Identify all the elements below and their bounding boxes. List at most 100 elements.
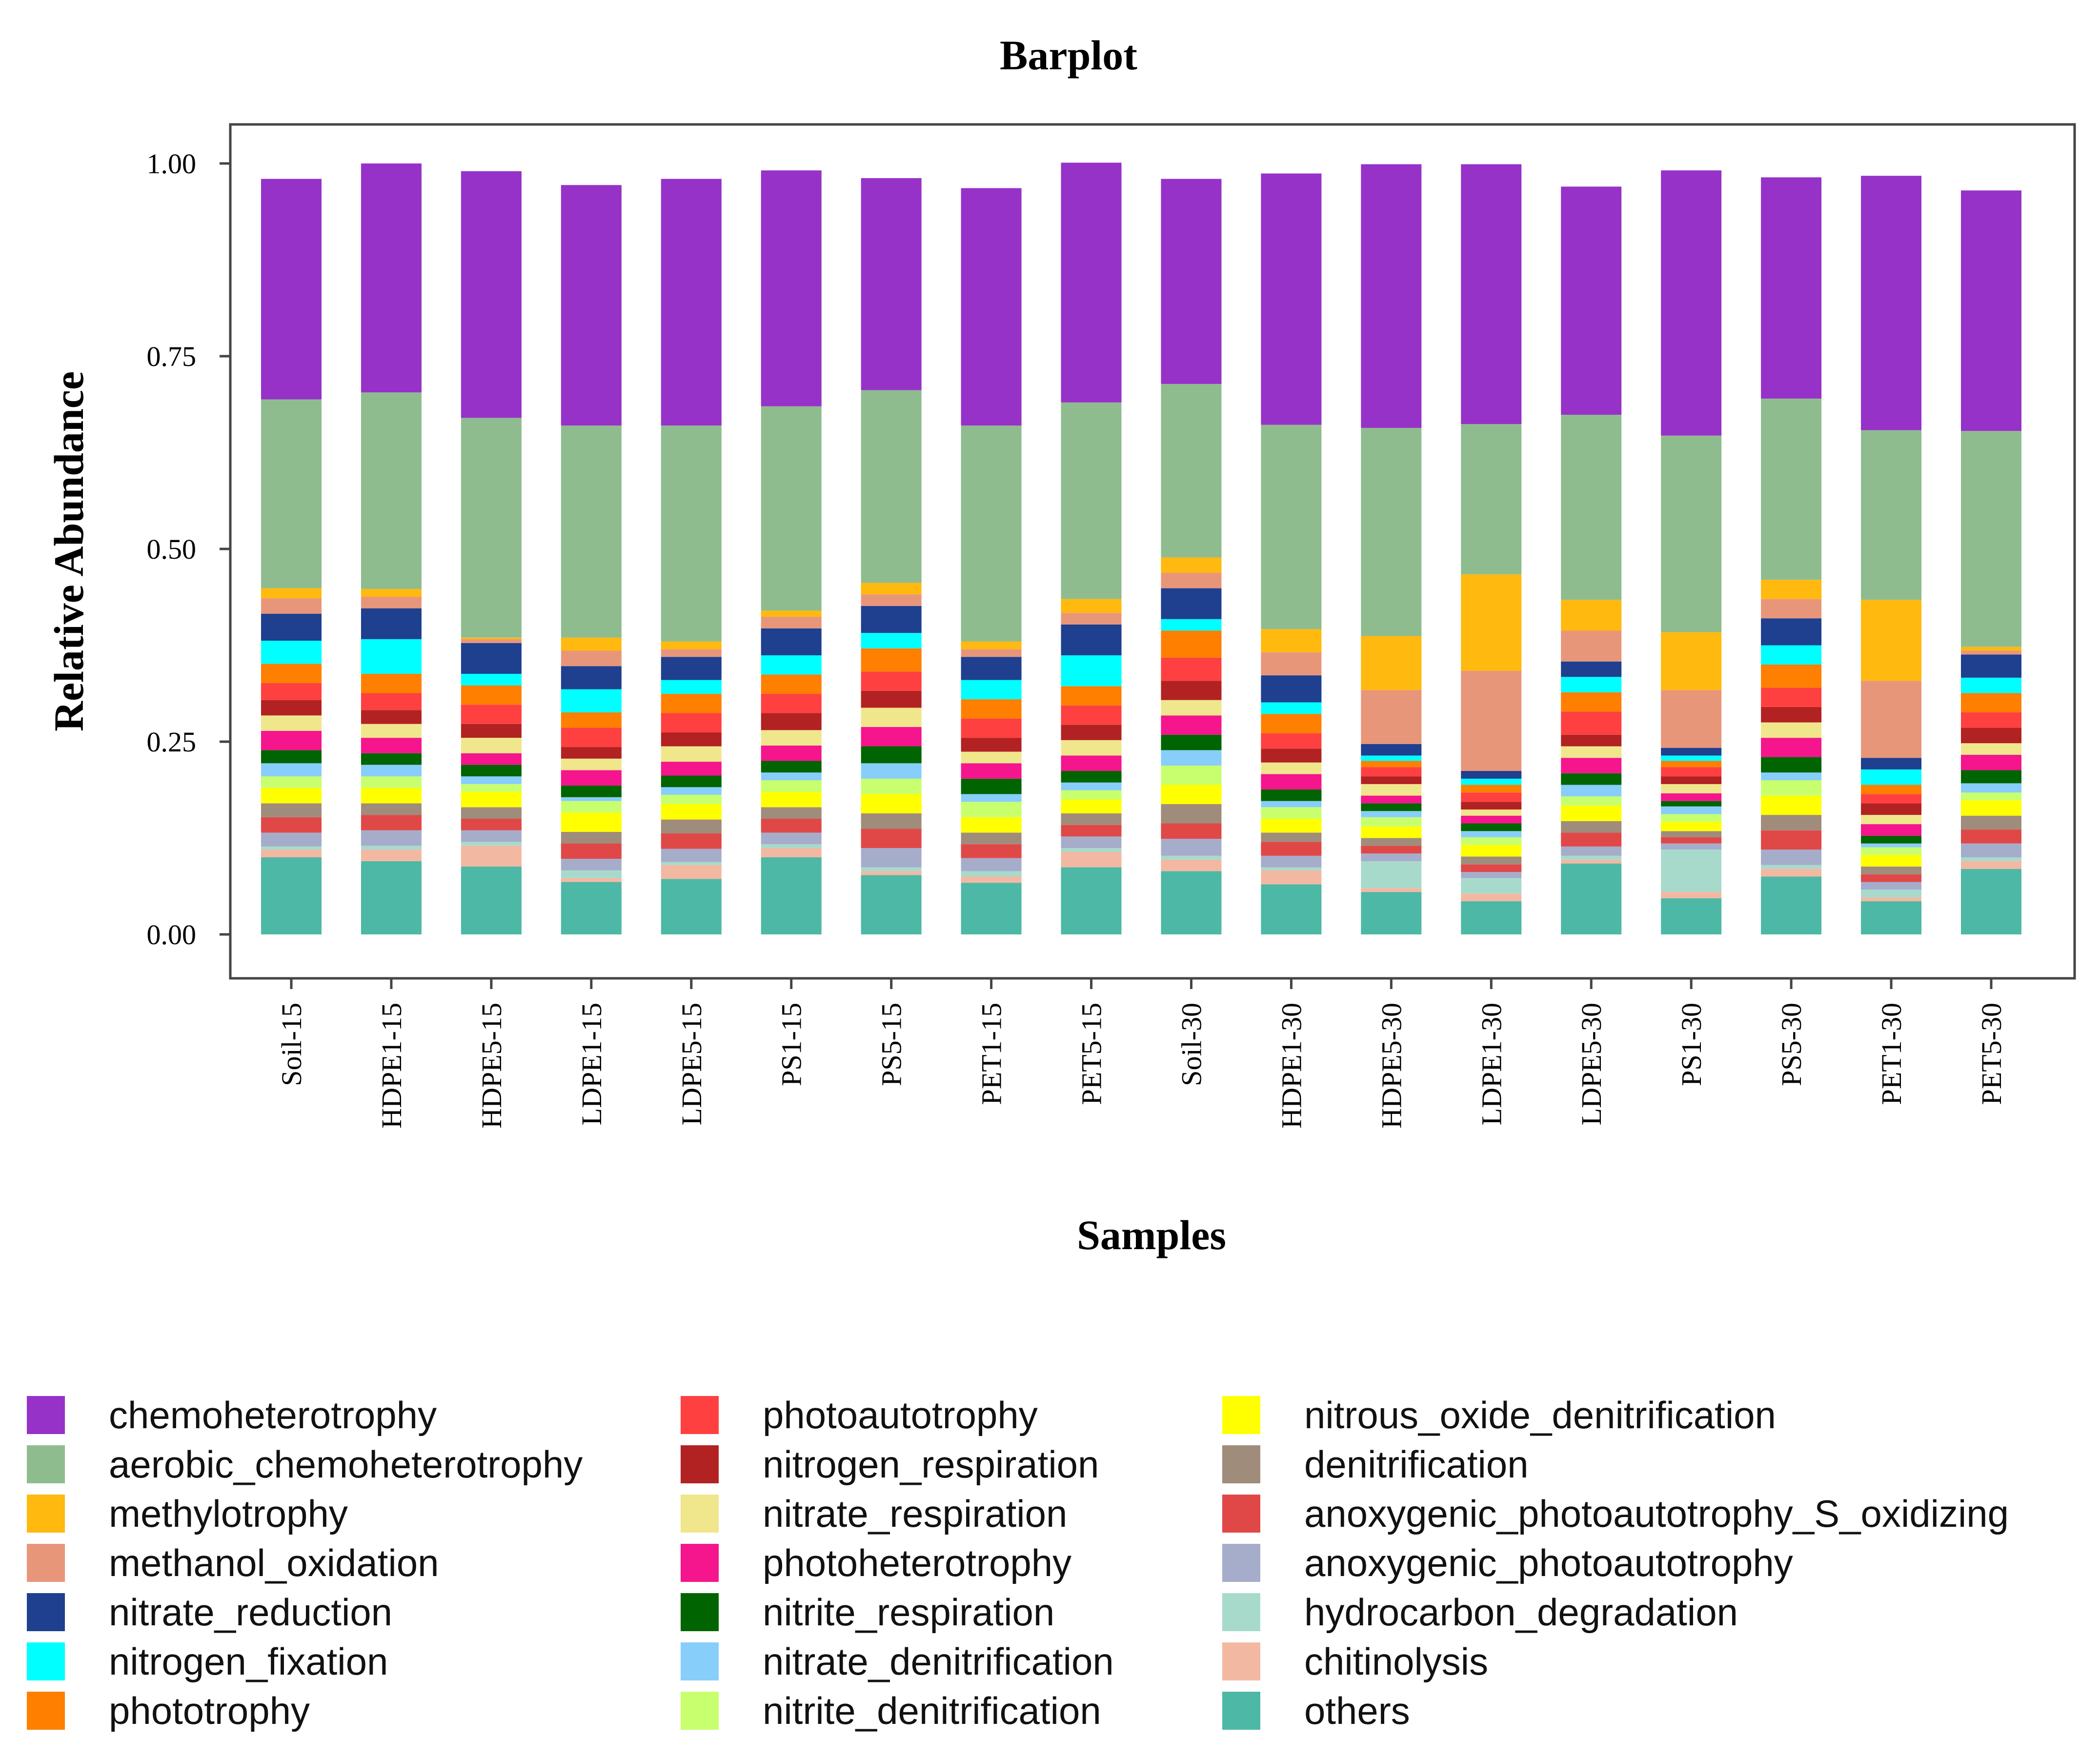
- bar-segment-phototrophy: [1961, 693, 2021, 712]
- x-tick-label: PET1-15: [976, 1003, 1008, 1105]
- bar-segment-photoautotrophy: [461, 705, 522, 724]
- bar-segment-hydrocarbon-degradation: [1461, 878, 1522, 894]
- bar-segment-others: [1461, 901, 1522, 934]
- x-tick-label: HDPE5-30: [1375, 1003, 1407, 1129]
- legend-label: methylotrophy: [109, 1492, 348, 1535]
- bar-segment-phototrophy: [1061, 686, 1122, 706]
- bar-segment-methanol-oxidation: [1861, 681, 1922, 758]
- bar-segment-hydrocarbon-degradation: [1961, 857, 2021, 861]
- bar-segment-nitrogen-respiration: [1561, 734, 1622, 747]
- bar-segment-nitrite-respiration: [361, 753, 422, 765]
- y-axis-title: Relative Abundance: [45, 371, 92, 731]
- x-tick-label: HDPE1-15: [376, 1003, 407, 1129]
- bar-segment-nitrate-reduction: [1461, 771, 1522, 779]
- bar-segment-aerobic-chemoheterotrophy: [561, 425, 622, 638]
- bar-segment-nitrate-denitrification: [761, 772, 822, 780]
- bar-segment-nitrate-reduction: [1361, 744, 1422, 756]
- y-tick-label: 0.50: [147, 533, 197, 565]
- bar-segment-nitrite-respiration: [1561, 773, 1622, 785]
- bar-segment-anoxygenic-photoautotrophy: [1061, 836, 1122, 849]
- bar-segment-nitrogen-respiration: [1961, 728, 2021, 744]
- bar-segment-nitrogen-fixation: [261, 641, 322, 664]
- plot-frame: [229, 123, 2076, 980]
- y-tick-label: 0.25: [147, 726, 197, 758]
- legend-item: hydrocarbon_degradation: [1222, 1588, 1738, 1637]
- bar-segment-nitrous-oxide-denitrification: [461, 791, 522, 808]
- bar-segment-anoxygenic-photoautotrophy-S-oxidizing: [461, 819, 522, 830]
- bar-segment-chemoheterotrophy: [1461, 164, 1522, 425]
- bar-segment-photoautotrophy: [1461, 792, 1522, 802]
- bar-segment-methylotrophy: [261, 588, 322, 599]
- bar-segment-photoheterotrophy: [761, 745, 822, 761]
- bar-segment-chemoheterotrophy: [1661, 170, 1722, 436]
- bar-segment-anoxygenic-photoautotrophy: [1361, 853, 1422, 861]
- bar-segment-hydrocarbon-degradation: [461, 842, 522, 846]
- bar-segment-others: [461, 866, 522, 934]
- bar-segment-nitrate-denitrification: [661, 787, 722, 795]
- legend-swatch: [27, 1642, 65, 1680]
- bar-segment-chitinolysis: [561, 878, 622, 882]
- bar-segment-phototrophy: [461, 685, 522, 705]
- bar-segment-methanol-oxidation: [661, 649, 722, 657]
- bar-segment-denitrification: [961, 832, 1022, 845]
- bar-segment-nitrous-oxide-denitrification: [561, 812, 622, 832]
- bar-segment-anoxygenic-photoautotrophy-S-oxidizing: [261, 817, 322, 833]
- legend-label: chitinolysis: [1304, 1639, 1489, 1683]
- bar-segment-methanol-oxidation: [1661, 690, 1722, 748]
- bar-segment-nitrous-oxide-denitrification: [1861, 855, 1922, 867]
- bar-segment-anoxygenic-photoautotrophy-S-oxidizing: [1461, 864, 1522, 872]
- bar-segment-nitrate-respiration: [1961, 743, 2021, 755]
- bar-segment-nitrogen-fixation: [1361, 755, 1422, 761]
- bar-segment-nitrogen-fixation: [861, 633, 922, 648]
- x-tick-label: Soil-30: [1175, 1003, 1207, 1086]
- bar-segment-anoxygenic-photoautotrophy-S-oxidizing: [1561, 832, 1622, 847]
- bar-segment-nitrite-denitrification: [1161, 765, 1222, 785]
- bar-segment-nitrate-denitrification: [1961, 783, 2021, 793]
- bar-segment-denitrification: [1261, 832, 1322, 842]
- bar-segment-aerobic-chemoheterotrophy: [861, 390, 922, 583]
- bar-segment-nitrogen-fixation: [761, 655, 822, 675]
- bar-segment-hydrocarbon-degradation: [361, 846, 422, 850]
- bar-segment-nitrate-denitrification: [461, 776, 522, 784]
- chart-legend: chemoheterotrophy aerobic_chemoheterotrop…: [27, 1391, 2096, 1752]
- bar-segment-denitrification: [1861, 866, 1922, 874]
- bar-segment-photoheterotrophy: [861, 727, 922, 747]
- bar-segment-phototrophy: [1761, 665, 1822, 688]
- bar-segment-nitrogen-fixation: [1461, 778, 1522, 785]
- bar-segment-aerobic-chemoheterotrophy: [1461, 424, 1522, 575]
- bar-segment-others: [1861, 901, 1922, 934]
- bar-segment-nitrogen-fixation: [1061, 655, 1122, 687]
- bar-segment-photoautotrophy: [261, 683, 322, 700]
- bar-segment-anoxygenic-photoautotrophy-S-oxidizing: [661, 833, 722, 849]
- bar-segment-nitrite-denitrification: [661, 795, 722, 804]
- bar-segment-chitinolysis: [461, 846, 522, 867]
- bar-segment-chemoheterotrophy: [961, 188, 1022, 426]
- bar-segment-chemoheterotrophy: [1361, 164, 1422, 428]
- bar-segment-phototrophy: [1461, 785, 1522, 793]
- bar-segment-nitrite-respiration: [1361, 803, 1422, 811]
- bar-segment-nitrous-oxide-denitrification: [1361, 826, 1422, 838]
- legend-swatch: [1222, 1544, 1260, 1582]
- bar-segment-nitrate-respiration: [261, 715, 322, 731]
- bar-segment-hydrocarbon-degradation: [1161, 855, 1222, 860]
- bar-segment-nitrogen-fixation: [1861, 769, 1922, 785]
- bar-segment-nitrate-denitrification: [1861, 843, 1922, 848]
- x-tick-label: LDPE5-30: [1575, 1003, 1607, 1125]
- x-tick-label: PS5-15: [876, 1003, 908, 1086]
- bar-segment-others: [761, 857, 822, 934]
- bar-segment-phototrophy: [1361, 761, 1422, 768]
- legend-label: nitrate_denitrification: [763, 1639, 1114, 1683]
- bar-segment-phototrophy: [1561, 692, 1622, 712]
- legend-label: nitrate_respiration: [763, 1492, 1068, 1535]
- bar-segment-nitrate-respiration: [1161, 700, 1222, 716]
- bar-segment-nitrous-oxide-denitrification: [1261, 819, 1322, 833]
- x-tick-label: PET1-30: [1876, 1003, 1907, 1105]
- y-tick-label: 0.75: [147, 341, 197, 372]
- bar-segment-nitrite-denitrification: [1561, 796, 1622, 806]
- bar-segment-chitinolysis: [1361, 888, 1422, 892]
- bar-segment-nitrate-respiration: [1861, 815, 1922, 825]
- bar-segment-nitrogen-fixation: [1961, 677, 2021, 693]
- bar-segment-nitrogen-respiration: [361, 710, 422, 724]
- bar-segment-chitinolysis: [1661, 892, 1722, 898]
- bar-segment-nitrite-respiration: [1461, 823, 1522, 831]
